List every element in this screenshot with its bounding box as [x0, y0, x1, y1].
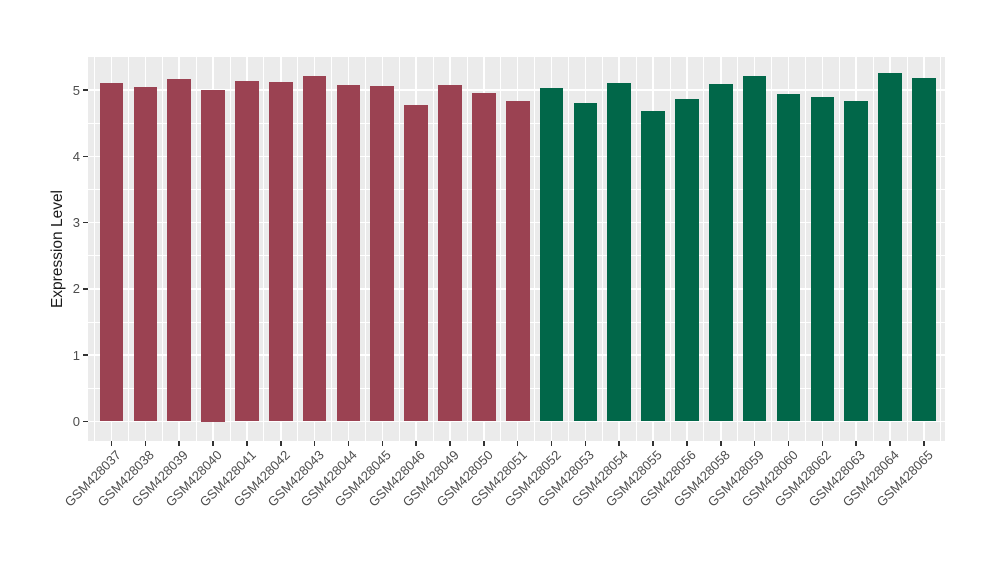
h-gridline-major: [88, 420, 945, 423]
x-tick-mark: [584, 441, 587, 446]
bar-GSM428039: [167, 79, 192, 422]
v-gridline-minor: [534, 56, 536, 441]
bar-GSM428045: [370, 86, 395, 422]
bar-GSM428042: [268, 82, 293, 422]
bar-GSM428046: [404, 105, 428, 422]
bar-GSM428060: [776, 93, 801, 422]
bar-GSM428052: [539, 88, 564, 422]
x-tick-mark: [313, 441, 316, 446]
x-tick-mark: [178, 441, 180, 446]
bar-GSM428053: [573, 102, 598, 422]
y-tick-mark: [83, 420, 88, 423]
x-tick-mark: [550, 441, 553, 446]
v-gridline-minor: [500, 56, 502, 441]
x-tick-mark: [110, 441, 113, 446]
v-gridline-minor: [872, 56, 874, 441]
bar-GSM428050: [472, 93, 496, 422]
x-tick-mark: [889, 441, 891, 446]
y-tick-label: 1: [72, 347, 80, 363]
y-tick-mark: [83, 89, 88, 91]
v-gridline-minor: [568, 56, 569, 441]
bar-GSM428044: [336, 84, 361, 422]
bar-GSM428065: [912, 78, 936, 422]
bar-GSM428059: [742, 76, 767, 422]
x-tick-mark: [923, 441, 925, 446]
bar-GSM428038: [133, 86, 158, 422]
y-tick-mark: [83, 354, 88, 356]
plot-panel: [88, 56, 945, 441]
y-tick-label: 3: [72, 215, 80, 231]
x-tick-mark: [483, 441, 485, 446]
v-gridline-minor: [263, 56, 265, 441]
y-tick-mark: [83, 288, 88, 290]
x-tick-mark: [449, 441, 451, 446]
y-tick-label: 0: [72, 414, 80, 429]
x-tick-mark: [652, 441, 654, 446]
bar-GSM428041: [235, 80, 259, 422]
bar-GSM428058: [708, 84, 733, 422]
v-gridline-minor: [94, 56, 95, 441]
v-gridline-minor: [601, 56, 603, 441]
x-tick-mark: [618, 441, 621, 446]
x-tick-mark: [720, 441, 722, 446]
v-gridline-minor: [128, 56, 129, 441]
bar-GSM428063: [844, 100, 869, 422]
bar-GSM428043: [302, 76, 327, 422]
v-gridline-minor: [737, 56, 739, 441]
v-gridline-minor: [432, 56, 434, 441]
x-tick-mark: [381, 441, 384, 446]
x-tick-mark: [144, 441, 147, 446]
v-gridline-minor: [940, 56, 942, 441]
y-tick-label: 4: [72, 148, 80, 164]
x-tick-mark: [415, 441, 417, 446]
v-gridline-minor: [771, 56, 772, 441]
h-gridline-major: [88, 89, 945, 91]
y-tick-mark: [83, 155, 88, 158]
x-tick-mark: [855, 441, 857, 446]
bar-GSM428062: [810, 97, 835, 422]
x-tick-mark: [753, 441, 756, 446]
v-gridline-minor: [466, 56, 468, 441]
x-tick-mark: [212, 441, 214, 446]
x-tick-mark: [279, 441, 282, 446]
v-gridline-minor: [161, 56, 163, 441]
v-gridline-minor: [906, 56, 908, 441]
v-gridline-minor: [703, 56, 705, 441]
x-tick-mark: [246, 441, 248, 446]
bar-GSM428051: [505, 100, 530, 422]
x-tick-mark: [821, 441, 824, 446]
v-gridline-minor: [669, 56, 671, 441]
v-gridline-minor: [805, 56, 806, 441]
v-gridline-minor: [331, 56, 332, 441]
v-gridline-minor: [195, 56, 197, 441]
y-tick-label: 2: [72, 281, 80, 297]
v-gridline-minor: [229, 56, 231, 441]
y-tick-label: 5: [72, 82, 80, 98]
v-gridline-minor: [398, 56, 400, 441]
bar-GSM428040: [201, 90, 225, 422]
h-gridline-minor: [88, 56, 945, 58]
x-tick-mark: [686, 441, 688, 446]
x-tick-mark: [787, 441, 790, 446]
bar-GSM428049: [438, 84, 462, 422]
bar-GSM428056: [675, 99, 699, 422]
bar-GSM428055: [641, 111, 665, 422]
x-tick-mark: [347, 441, 350, 446]
y-axis-title: Expression Level: [49, 189, 66, 309]
v-gridline-minor: [838, 56, 840, 441]
bar-GSM428037: [99, 83, 124, 422]
v-gridline-minor: [364, 56, 366, 441]
v-gridline-minor: [297, 56, 299, 441]
x-tick-mark: [516, 441, 519, 446]
bar-GSM428054: [607, 83, 632, 422]
bar-GSM428064: [878, 73, 902, 422]
v-gridline-minor: [635, 56, 637, 441]
y-tick-mark: [83, 221, 88, 224]
